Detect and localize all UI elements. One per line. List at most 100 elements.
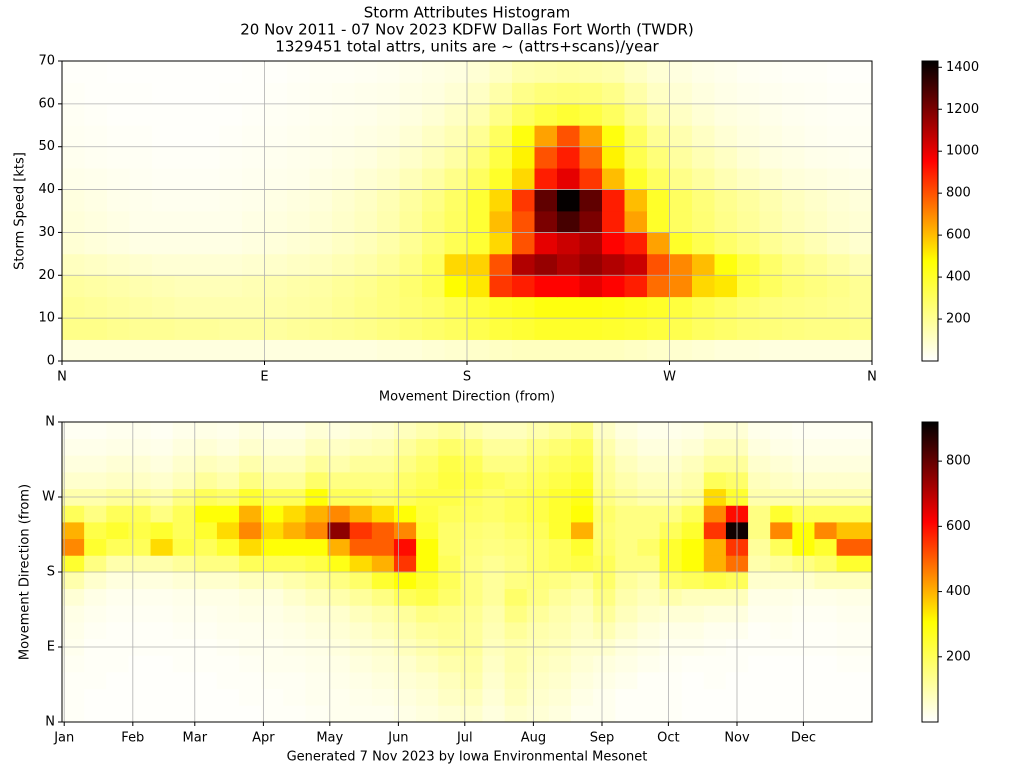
heatmap-cell	[62, 605, 85, 623]
heatmap-cell	[512, 146, 535, 169]
heatmap-cell	[106, 422, 129, 440]
heatmap-cell	[172, 472, 196, 490]
heatmap-cell	[759, 103, 783, 126]
heatmap-cell	[261, 522, 284, 540]
heatmap-cell	[371, 572, 395, 590]
heatmap-cells	[62, 422, 873, 723]
heatmap-cell	[264, 125, 288, 148]
heatmap-cell	[287, 296, 310, 319]
heatmap-cell	[827, 125, 850, 148]
heatmap-cell	[681, 555, 705, 573]
heatmap-cell	[261, 555, 284, 573]
heatmap-cell	[827, 103, 850, 126]
heatmap-cell	[669, 275, 693, 298]
heatmap-cell	[703, 605, 727, 623]
heatmap-cell	[467, 232, 490, 255]
heatmap-cell	[748, 422, 771, 440]
heatmap-cell	[526, 688, 550, 706]
heatmap-cell	[526, 622, 550, 640]
heatmap-cell	[770, 688, 793, 706]
heatmap-cell	[152, 61, 175, 83]
heatmap-cell	[349, 588, 373, 606]
heatmap-cell	[377, 82, 400, 105]
heatmap-cell	[152, 232, 175, 255]
heatmap-cell	[593, 538, 616, 556]
heatmap-cell	[714, 61, 738, 83]
footer: Generated 7 Nov 2023 by Iowa Environment…	[287, 750, 648, 765]
heatmap-cell	[593, 622, 616, 640]
heatmap-cell	[571, 455, 594, 473]
heatmap-cell	[128, 588, 151, 606]
heatmap-cell	[377, 189, 400, 212]
heatmap-cell	[242, 253, 265, 276]
heatmap-cell	[62, 125, 85, 148]
heatmap-cell	[242, 168, 265, 190]
heatmap-cell	[460, 555, 483, 573]
heatmap-cell	[703, 505, 727, 523]
heatmap-cell	[393, 705, 417, 723]
heatmap-cell	[242, 318, 265, 340]
heatmap-cell	[615, 622, 638, 640]
heatmap-cell	[534, 125, 558, 148]
heatmap-cell	[129, 82, 153, 105]
heatmap-cell	[305, 672, 328, 690]
heatmap-cell	[219, 211, 243, 233]
heatmap-cell	[615, 438, 638, 456]
heatmap-cell	[692, 103, 715, 126]
heatmap-cell	[438, 455, 461, 473]
heatmap-cell	[216, 688, 240, 706]
heatmap-cell	[332, 339, 355, 362]
heatmap-cell	[804, 296, 828, 319]
heatmap-cell	[571, 655, 594, 673]
heatmap-cell	[647, 232, 670, 255]
heatmap-cell	[84, 655, 107, 673]
heatmap-cell	[489, 146, 513, 169]
x-tick-label: Dec	[791, 731, 816, 746]
heatmap-cell	[197, 125, 220, 148]
heatmap-cell	[467, 339, 490, 362]
heatmap-cell	[489, 275, 513, 298]
heatmap-cell	[737, 125, 760, 148]
colorbar-tick-label: 1400	[946, 60, 979, 75]
heatmap-cell	[602, 61, 625, 83]
heatmap-cell	[637, 438, 660, 456]
heatmap-cell	[332, 318, 355, 340]
heatmap-cell	[782, 61, 805, 83]
heatmap-cell	[106, 505, 129, 523]
heatmap-cell	[836, 555, 873, 573]
heatmap-cell	[197, 146, 220, 169]
heatmap-cell	[748, 622, 771, 640]
heatmap-cell	[467, 125, 490, 148]
heatmap-cell	[84, 211, 108, 233]
heatmap-cell	[782, 168, 805, 190]
heatmap-cell	[759, 189, 783, 212]
heatmap-cell	[172, 505, 196, 523]
heatmap-cell	[579, 103, 603, 126]
heatmap-cell	[659, 472, 683, 490]
heatmap-cell	[467, 253, 490, 276]
heatmap-cell	[129, 125, 153, 148]
heatmap-cell	[393, 572, 417, 590]
heatmap-cell	[152, 168, 175, 190]
heatmap-cell	[759, 211, 783, 233]
heatmap-cell	[467, 103, 490, 126]
heatmap-cell	[399, 146, 423, 169]
heatmap-cell	[216, 605, 240, 623]
heatmap-cell	[150, 572, 174, 590]
heatmap-cell	[782, 253, 805, 276]
heatmap-cell	[460, 672, 483, 690]
heatmap-cell	[814, 672, 837, 690]
heatmap-cell	[84, 61, 108, 83]
heatmap-cell	[62, 232, 85, 255]
heatmap-cell	[692, 318, 715, 340]
heatmap-cell	[615, 588, 638, 606]
heatmap-cell	[512, 61, 535, 83]
heatmap-cell	[422, 339, 445, 362]
heatmap-cell	[107, 253, 130, 276]
heatmap-cell	[327, 622, 351, 640]
heatmap-cell	[416, 622, 439, 640]
heatmap-cell	[814, 438, 837, 456]
heatmap-cell	[349, 538, 373, 556]
heatmap-cell	[129, 211, 153, 233]
heatmap-cell	[681, 572, 705, 590]
